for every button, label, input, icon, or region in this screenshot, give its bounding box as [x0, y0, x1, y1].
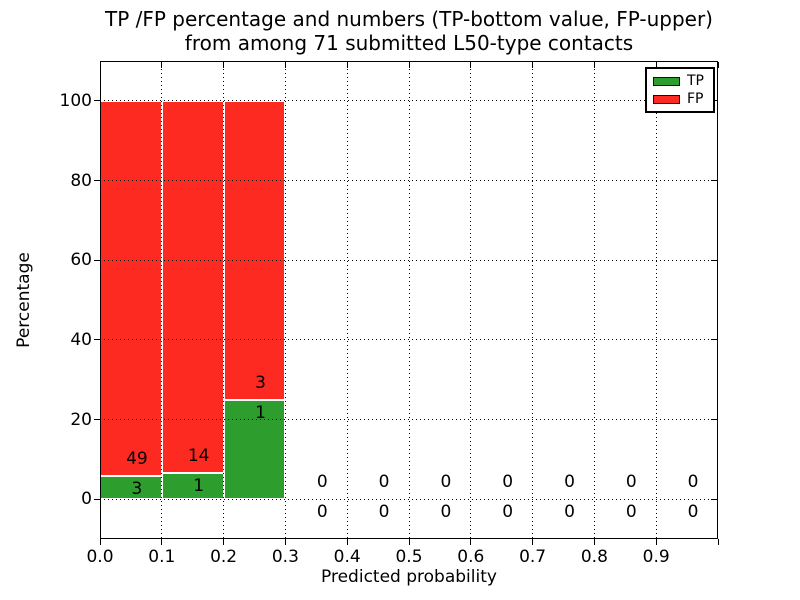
legend-tp-swatch-icon	[653, 76, 680, 86]
x-tick-label-0.6: 0.6	[457, 547, 485, 567]
x-tick-top-0.3	[284, 62, 286, 68]
x-tick-label-0.0: 0.0	[86, 547, 114, 567]
fp-count-label-9: 0	[687, 472, 699, 493]
tp-count-label-2: 1	[255, 402, 266, 423]
x-tick-bottom-0.4	[346, 539, 348, 545]
x-tick-bottom-0.5	[408, 539, 410, 545]
x-tick-bottom-0.8	[593, 539, 595, 545]
chart-title-line1: TP /FP percentage and numbers (TP-bottom…	[105, 7, 713, 31]
x-axis-label: Predicted probability	[321, 567, 497, 587]
tp-count-label-1: 1	[193, 475, 205, 496]
x-tick-top-0.7	[532, 62, 534, 68]
legend: TP FP	[645, 67, 715, 113]
grid-line-x-0.2	[223, 61, 225, 539]
x-tick-label-0.5: 0.5	[395, 547, 423, 567]
y-tick-left-100	[94, 100, 100, 102]
fp-count-label-2: 3	[255, 372, 266, 393]
legend-tp-label: TP	[687, 73, 704, 89]
x-tick-bottom-0.1	[161, 539, 163, 545]
x-tick-label-0.8: 0.8	[580, 547, 608, 567]
legend-item-fp: FP	[653, 92, 707, 106]
tp-count-label-7: 0	[564, 502, 575, 523]
grid-line-x-0.7	[532, 61, 534, 539]
x-tick-bottom-0.3	[284, 539, 286, 545]
fp-count-label-5: 0	[440, 472, 452, 493]
x-tick-label-0.2: 0.2	[210, 547, 238, 567]
x-tick-top-0.8	[593, 62, 595, 68]
x-tick-top-0.4	[346, 62, 348, 68]
x-tick-bottom-0.9	[655, 539, 657, 545]
fp-count-label-8: 0	[625, 472, 637, 493]
x-tick-top-0.9	[655, 62, 657, 68]
y-axis-label: Percentage	[14, 252, 34, 348]
grid-line-x-0.5	[408, 61, 410, 539]
x-tick-label-0.4: 0.4	[333, 547, 361, 567]
y-tick-label-100: 100	[59, 90, 92, 111]
y-tick-right-0	[711, 498, 717, 500]
fp-count-label-1: 14	[187, 445, 210, 466]
y-tick-right-80	[711, 180, 717, 181]
tp-count-label-8: 0	[625, 502, 637, 523]
grid-line-x-0.4	[346, 61, 348, 539]
x-tick-top-0.6	[470, 62, 472, 68]
chart-title: TP /FP percentage and numbers (TP-bottom…	[100, 7, 718, 55]
bar-fp-segment-2	[223, 100, 286, 400]
y-tick-left-20	[94, 419, 100, 420]
x-tick-top-0.2	[223, 62, 225, 68]
tp-count-label-0: 3	[131, 479, 143, 500]
y-tick-label-80: 80	[70, 170, 92, 191]
x-tick-label-0.9: 0.9	[642, 547, 670, 567]
y-tick-right-60	[711, 259, 717, 261]
chart-title-line2: from among 71 submitted L50-type contact…	[184, 31, 634, 55]
grid-line-x-0.6	[470, 61, 472, 539]
y-tick-left-80	[94, 180, 100, 181]
fp-count-label-3: 0	[316, 472, 328, 493]
tp-count-label-5: 0	[440, 502, 452, 523]
legend-fp-swatch-icon	[653, 94, 680, 104]
fp-count-label-0: 49	[126, 449, 148, 470]
y-tick-right-40	[711, 339, 717, 341]
grid-line-x-0.3	[284, 61, 286, 539]
x-tick-bottom-0	[99, 539, 101, 545]
tp-count-label-4: 0	[378, 502, 390, 523]
x-tick-bottom-0.2	[223, 539, 225, 545]
y-tick-left-40	[94, 339, 100, 341]
tp-count-label-3: 0	[316, 502, 328, 523]
x-tick-top-0.5	[408, 62, 410, 68]
grid-line-x-0.9	[655, 61, 657, 539]
x-tick-top-0	[99, 62, 101, 68]
x-tick-top-0.1	[161, 62, 163, 68]
y-tick-right-20	[711, 419, 717, 420]
tp-count-label-6: 0	[502, 502, 514, 523]
grid-line-x-0.1	[161, 61, 163, 539]
x-tick-label-0.7: 0.7	[519, 547, 547, 567]
fp-count-label-6: 0	[502, 472, 514, 493]
y-tick-label-60: 60	[70, 250, 92, 271]
bar-fp-segment-1	[161, 100, 224, 473]
x-tick-top-1	[717, 62, 719, 68]
tp-count-label-9: 0	[687, 502, 699, 523]
legend-item-tp: TP	[653, 74, 707, 88]
x-tick-bottom-0.6	[470, 539, 472, 545]
x-tick-label-0.1: 0.1	[148, 547, 176, 567]
bar-fp-segment-0	[100, 100, 162, 477]
y-tick-label-40: 40	[70, 329, 92, 350]
y-tick-label-20: 20	[70, 409, 92, 430]
y-tick-label-0: 0	[81, 489, 92, 510]
x-tick-bottom-0.7	[532, 539, 534, 545]
x-tick-bottom-1	[717, 539, 719, 545]
y-tick-left-0	[94, 498, 100, 500]
grid-line-x-0.8	[593, 61, 595, 539]
y-tick-left-60	[94, 259, 100, 261]
fp-count-label-7: 0	[564, 472, 575, 493]
legend-fp-label: FP	[687, 91, 704, 107]
x-tick-label-0.3: 0.3	[271, 547, 299, 567]
fp-count-label-4: 0	[378, 472, 390, 493]
